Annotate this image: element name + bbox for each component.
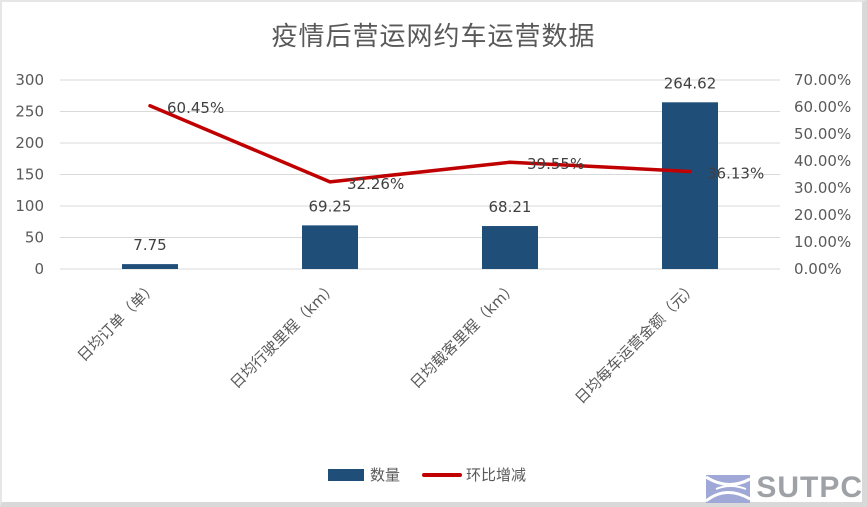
category-label: 日均订单（单） xyxy=(74,278,161,365)
category-label: 日均载客里程（km） xyxy=(407,278,521,392)
category-label: 日均每车运营金额（元） xyxy=(571,278,700,407)
legend-bar-label: 数量 xyxy=(370,466,401,484)
right-axis-ticks: 0.00% 10.00% 20.00% 30.00% 40.00% 50.00% 60.00… xyxy=(794,71,851,278)
sutpc-watermark: SUTPC xyxy=(706,473,863,503)
data-labels: 7.75 69.25 68.21 264.62 60.45% 32.26% 39.55% 36… xyxy=(133,74,764,254)
legend-item-line[interactable]: 环比增减 xyxy=(422,464,526,485)
line-value-label: 36.13% xyxy=(707,164,764,182)
line-path[interactable] xyxy=(148,104,692,184)
left-tick-label: 100 xyxy=(15,197,44,215)
bar[interactable] xyxy=(302,225,358,269)
bar[interactable] xyxy=(662,102,718,269)
bar-value-label: 68.21 xyxy=(489,198,532,216)
bar-series xyxy=(122,102,718,269)
watermark-text: SUTPC xyxy=(756,471,863,504)
right-tick-label: 30.00% xyxy=(794,179,851,197)
gridlines xyxy=(60,79,780,270)
category-label: 日均行驶里程（km） xyxy=(227,278,341,392)
left-tick-label: 50 xyxy=(25,229,44,247)
left-tick-label: 200 xyxy=(15,134,44,152)
left-tick-label: 150 xyxy=(15,166,44,184)
line-series xyxy=(148,104,692,184)
line-value-label: 60.45% xyxy=(167,99,224,117)
bar-swatch-icon xyxy=(328,468,364,481)
line-value-label: 39.55% xyxy=(527,155,584,173)
left-tick-label: 250 xyxy=(15,103,44,121)
bar[interactable] xyxy=(482,226,538,269)
legend: 数量 环比增减 xyxy=(328,464,548,485)
bar[interactable] xyxy=(122,264,178,269)
category-labels: 日均订单（单） 日均行驶里程（km） 日均载客里程（km） 日均每车运营金额（元） xyxy=(74,278,701,407)
left-tick-label: 0 xyxy=(34,260,44,278)
right-tick-label: 70.00% xyxy=(794,71,851,89)
legend-line-label: 环比增减 xyxy=(466,466,527,484)
bar-value-label: 7.75 xyxy=(133,236,166,254)
chart-title: 疫情后营运网约车运营数据 xyxy=(271,22,596,52)
right-tick-label: 0.00% xyxy=(794,260,842,278)
legend-item-bar[interactable]: 数量 xyxy=(328,464,400,485)
line-swatch-icon xyxy=(422,472,463,477)
bar-value-label: 264.62 xyxy=(664,74,717,92)
bar-value-label: 69.25 xyxy=(309,197,352,215)
sutpc-logo-icon xyxy=(706,475,751,503)
left-tick-label: 300 xyxy=(15,71,44,89)
left-axis-ticks: 0 50 100 150 200 250 300 xyxy=(15,71,44,278)
line-value-label: 32.26% xyxy=(347,175,404,193)
right-tick-label: 10.00% xyxy=(794,233,851,251)
right-tick-label: 40.00% xyxy=(794,152,851,170)
right-tick-label: 20.00% xyxy=(794,206,851,224)
right-tick-label: 50.00% xyxy=(794,125,851,143)
right-tick-label: 60.00% xyxy=(794,98,851,116)
